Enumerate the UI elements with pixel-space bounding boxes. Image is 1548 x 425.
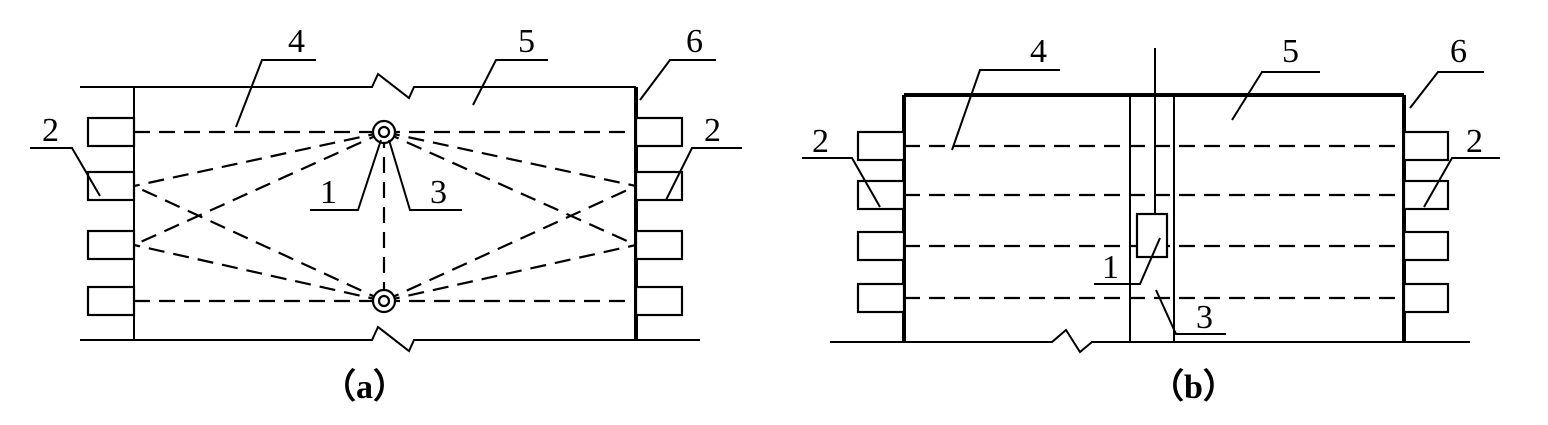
a-leader-1 [310, 139, 382, 211]
b-caption: （b） [1150, 367, 1237, 406]
a-anchor-box-left-4 [86, 285, 136, 317]
a-label-1: 1 [320, 174, 337, 211]
a-label-3: 3 [430, 174, 447, 211]
b-label-4: 4 [1030, 33, 1047, 70]
a-point-bottom [371, 288, 397, 314]
a-anchor-box-right-4 [634, 285, 684, 317]
b-leader-2-left [802, 157, 881, 208]
a-point-top [371, 119, 397, 145]
a-label-4: 4 [288, 23, 305, 60]
b-label-6: 6 [1450, 33, 1467, 70]
a-leader-3 [388, 139, 462, 211]
b-leader-2-right [1423, 157, 1500, 208]
a-bottom-boundary [80, 325, 700, 353]
b-anchor-box-right-3 [1402, 230, 1450, 262]
a-radiating-lines [133, 130, 637, 303]
a-leader-2-left [30, 147, 101, 197]
b-anchor-box-left-2 [856, 179, 906, 211]
b-anchor-box-right-4 [1402, 282, 1450, 314]
b-anchor-box-left-3 [856, 230, 906, 262]
b-bottom-boundary [830, 328, 1470, 354]
b-label-2-left: 2 [812, 123, 829, 160]
a-leader-4 [235, 59, 316, 128]
a-caption: （a） [322, 367, 407, 406]
a-anchor-box-right-3 [634, 229, 684, 261]
a-anchor-box-left-1 [86, 116, 136, 148]
a-leader-5 [472, 59, 548, 106]
b-anchor-box-left-1 [856, 130, 906, 162]
b-anchor-box-left-4 [856, 282, 906, 314]
a-leader-6 [639, 59, 716, 101]
figure-b: 4 5 6 2 2 1 3 （b） [802, 33, 1500, 406]
b-label-5: 5 [1282, 33, 1299, 70]
a-label-5: 5 [518, 23, 535, 60]
a-anchor-box-right-2 [634, 170, 684, 202]
b-label-1: 1 [1102, 249, 1119, 286]
figure-a: 4 5 6 2 2 1 3 （a） [30, 23, 742, 406]
a-label-2-right: 2 [704, 112, 721, 149]
a-anchor-box-left-3 [86, 229, 136, 261]
b-anchor-box-right-1 [1402, 130, 1450, 162]
a-label-2-left: 2 [42, 112, 59, 149]
b-plumb-bob [1135, 212, 1169, 259]
b-leader-4 [951, 69, 1060, 151]
b-label-3: 3 [1196, 299, 1213, 336]
a-label-6: 6 [686, 23, 703, 60]
a-top-boundary [80, 72, 636, 100]
b-label-2-right: 2 [1466, 123, 1483, 160]
b-leader-3 [1155, 289, 1226, 335]
b-leader-6 [1409, 71, 1484, 109]
b-leader-5 [1231, 71, 1320, 121]
a-anchor-box-right-1 [634, 116, 684, 148]
b-leader-1 [1094, 237, 1161, 285]
a-leader-2-right [665, 147, 742, 201]
